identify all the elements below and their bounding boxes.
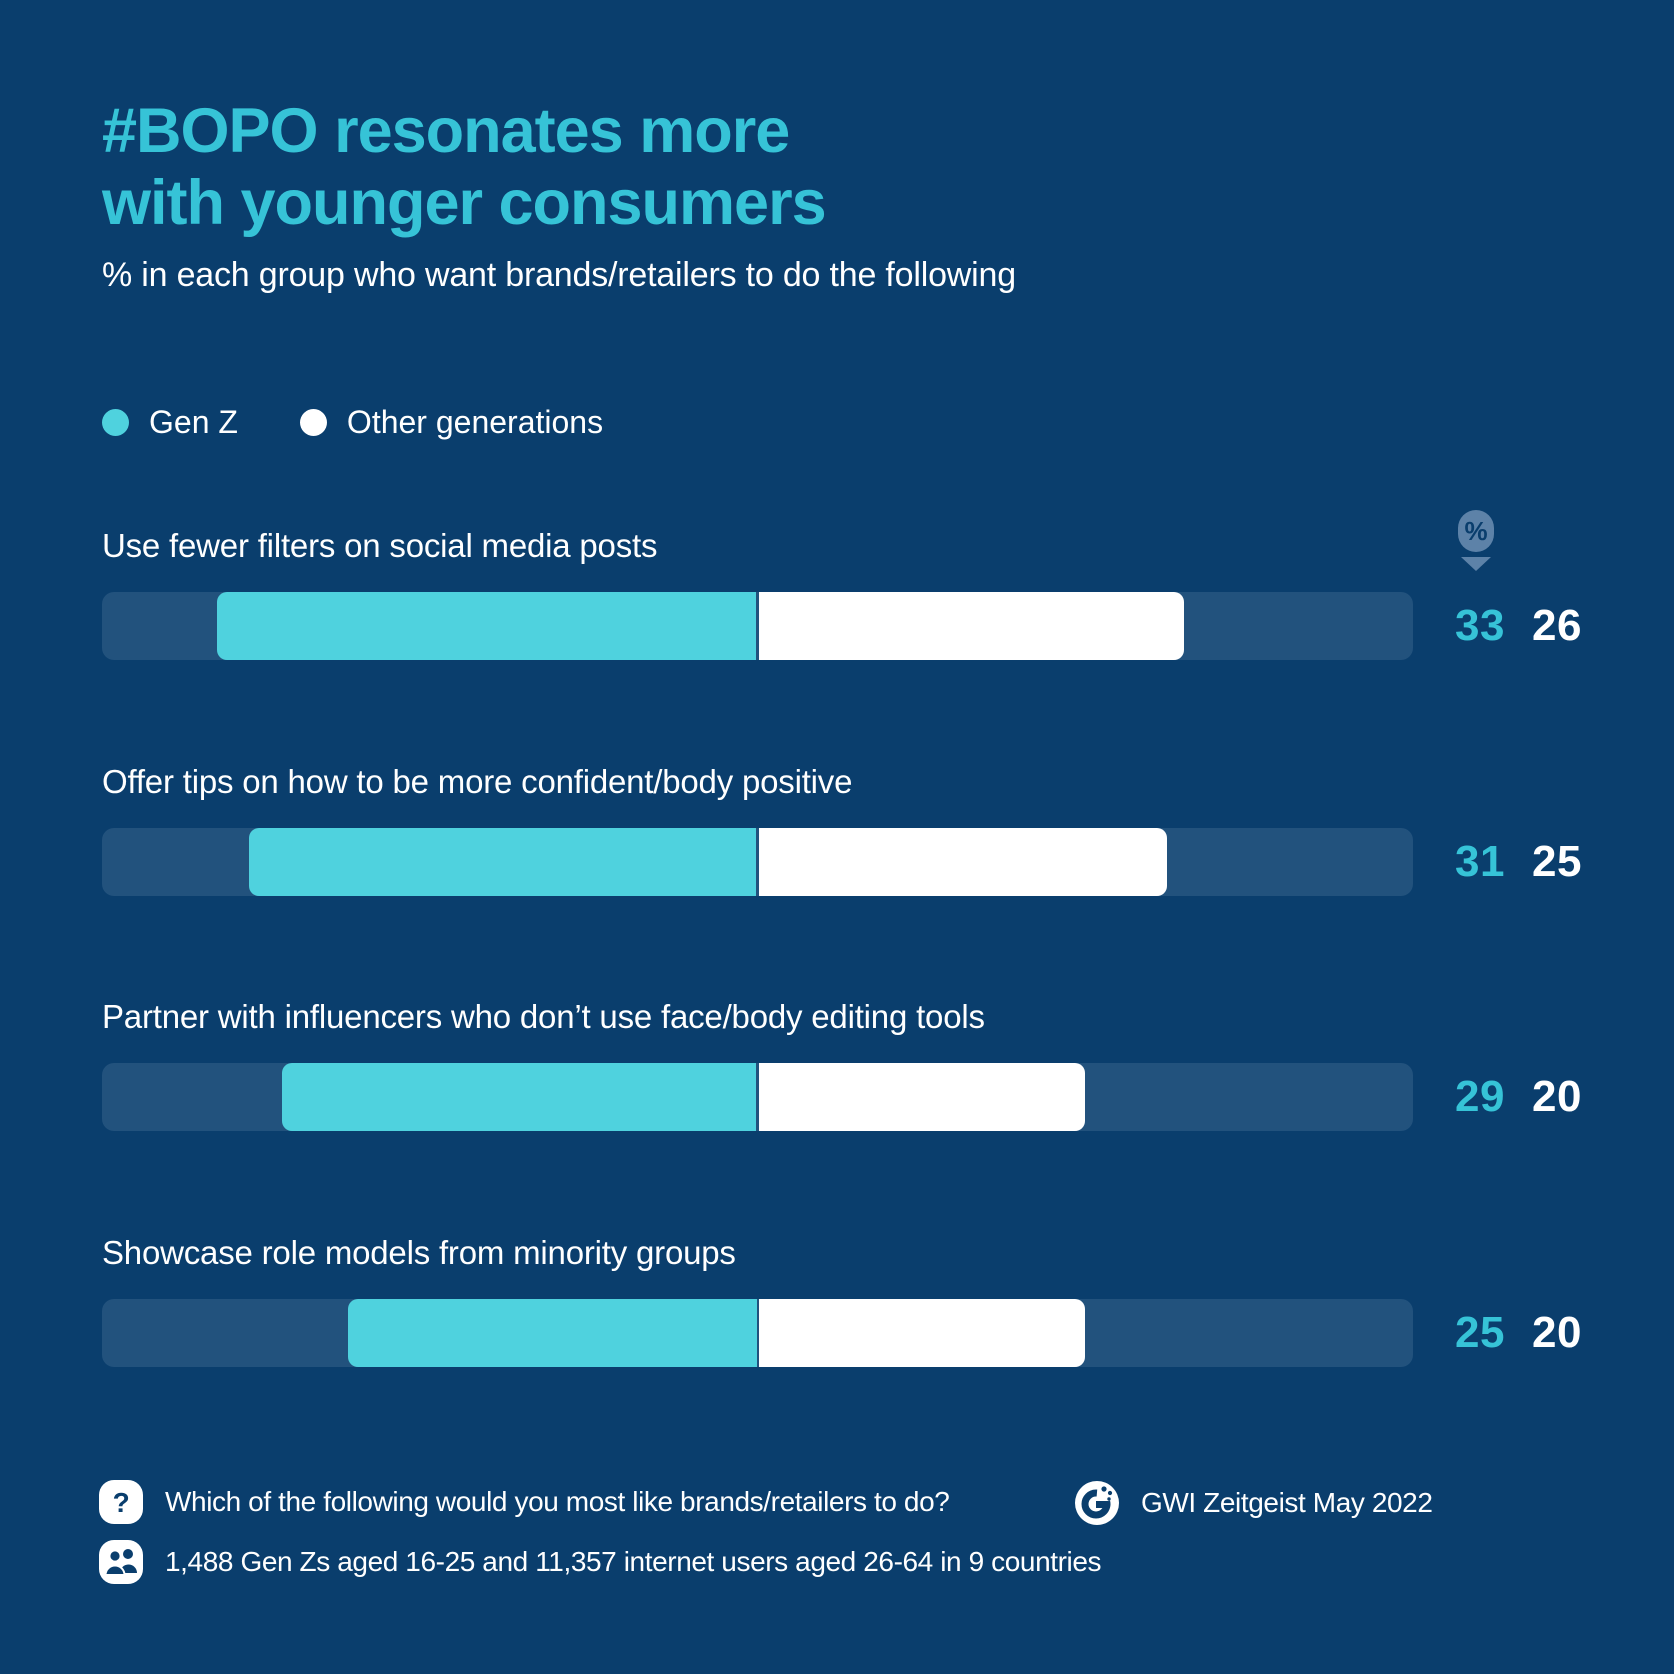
footer-base-row: 1,488 Gen Zs aged 16-25 and 11,357 inter… xyxy=(99,1540,1102,1584)
other-bar xyxy=(758,1299,1086,1367)
bar-track xyxy=(102,1063,1413,1131)
other-value: 26 xyxy=(1532,601,1582,650)
genz-legend-dot-icon xyxy=(102,409,129,436)
percent-pin-icon: % xyxy=(1458,510,1494,571)
bar-label: Partner with influencers who don’t use f… xyxy=(102,998,985,1035)
genz-value: 31 xyxy=(1455,837,1505,886)
genz-value: 33 xyxy=(1455,601,1505,650)
legend-label-genz: Gen Z xyxy=(149,404,238,440)
source-group: GWI Zeitgeist May 2022 xyxy=(1075,1481,1433,1525)
percent-pin-label: % xyxy=(1464,516,1487,546)
footer-source-text: GWI Zeitgeist May 2022 xyxy=(1141,1487,1433,1518)
other-legend-dot-icon xyxy=(299,409,327,436)
genz-value: 29 xyxy=(1455,1072,1505,1121)
people-icon xyxy=(99,1540,143,1584)
other-bar xyxy=(758,1063,1086,1131)
footer-question-text: Which of the following would you most li… xyxy=(165,1486,950,1517)
chart-subtitle: % in each group who want brands/retailer… xyxy=(102,256,1016,294)
svg-text:?: ? xyxy=(113,1487,130,1518)
chart-title: #BOPO resonates more with younger consum… xyxy=(102,95,827,239)
value-labels: 33 26 xyxy=(1441,592,1582,660)
genz-bar xyxy=(249,828,757,896)
chart-title-line2: with younger consumers xyxy=(102,168,827,238)
genz-value: 25 xyxy=(1455,1308,1505,1357)
bar-label: Showcase role models from minority group… xyxy=(102,1234,736,1271)
footer-question-row: ? Which of the following would you most … xyxy=(99,1480,950,1524)
value-labels: 25 20 xyxy=(1441,1299,1582,1367)
other-value: 25 xyxy=(1532,837,1582,886)
bar-track xyxy=(102,1299,1413,1367)
gwi-logo-icon xyxy=(1075,1481,1119,1525)
footer-base-text: 1,488 Gen Zs aged 16-25 and 11,357 inter… xyxy=(165,1546,1102,1577)
genz-bar xyxy=(282,1063,757,1131)
value-labels: 29 20 xyxy=(1441,1063,1582,1131)
other-bar xyxy=(758,592,1184,660)
genz-bar xyxy=(216,592,757,660)
bar-track xyxy=(102,828,1413,896)
value-labels: 31 25 xyxy=(1441,828,1582,896)
other-value: 20 xyxy=(1532,1308,1582,1357)
legend-item-other: Other generations xyxy=(299,404,604,441)
genz-bar xyxy=(347,1299,757,1367)
bar-track xyxy=(102,592,1413,660)
chart-title-line1: #BOPO resonates more xyxy=(102,96,790,166)
legend-label-other: Other generations xyxy=(346,404,604,440)
bar-label: Offer tips on how to be more confident/b… xyxy=(102,763,853,800)
legend-item-genz: Gen Z xyxy=(102,404,238,441)
other-bar xyxy=(758,828,1168,896)
question-mark-icon: ? xyxy=(99,1480,143,1524)
other-value: 20 xyxy=(1532,1072,1582,1121)
legend: Gen Z Other generations xyxy=(102,404,603,441)
bar-label: Use fewer filters on social media posts xyxy=(102,527,658,564)
